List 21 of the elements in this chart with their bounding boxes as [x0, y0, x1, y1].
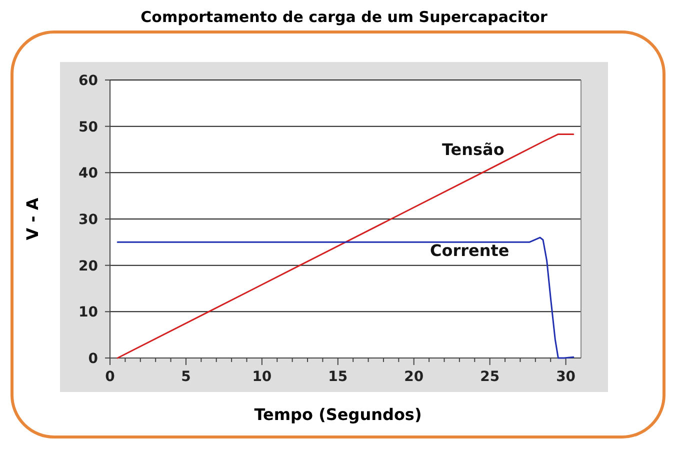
x-tick-label: 25	[480, 369, 500, 385]
y-tick-label: 40	[78, 166, 98, 182]
series-label: Corrente	[430, 241, 510, 260]
y-axis-title: V - A	[23, 197, 42, 240]
y-tick-label: 60	[78, 73, 98, 89]
y-tick-label: 20	[78, 258, 98, 274]
x-tick-label: 0	[105, 369, 116, 385]
chart-title: Comportamento de carga de um Supercapacitor	[140, 8, 548, 26]
y-tick-label: 10	[78, 304, 98, 321]
x-tick-label: 5	[181, 369, 191, 385]
y-tick-label: 0	[88, 351, 98, 367]
line-series	[116, 236, 574, 359]
x-axis-title: Tempo (Segundos)	[254, 405, 422, 424]
y-tick-label: 30	[78, 212, 98, 228]
x-tick-label: 30	[556, 369, 576, 385]
x-tick-label: 20	[404, 369, 424, 385]
series-label: Tensão	[442, 140, 504, 159]
x-tick-label: 10	[252, 369, 272, 385]
y-tick-label: 50	[78, 119, 98, 136]
line-series	[116, 133, 574, 359]
x-tick-label: 15	[328, 369, 348, 385]
